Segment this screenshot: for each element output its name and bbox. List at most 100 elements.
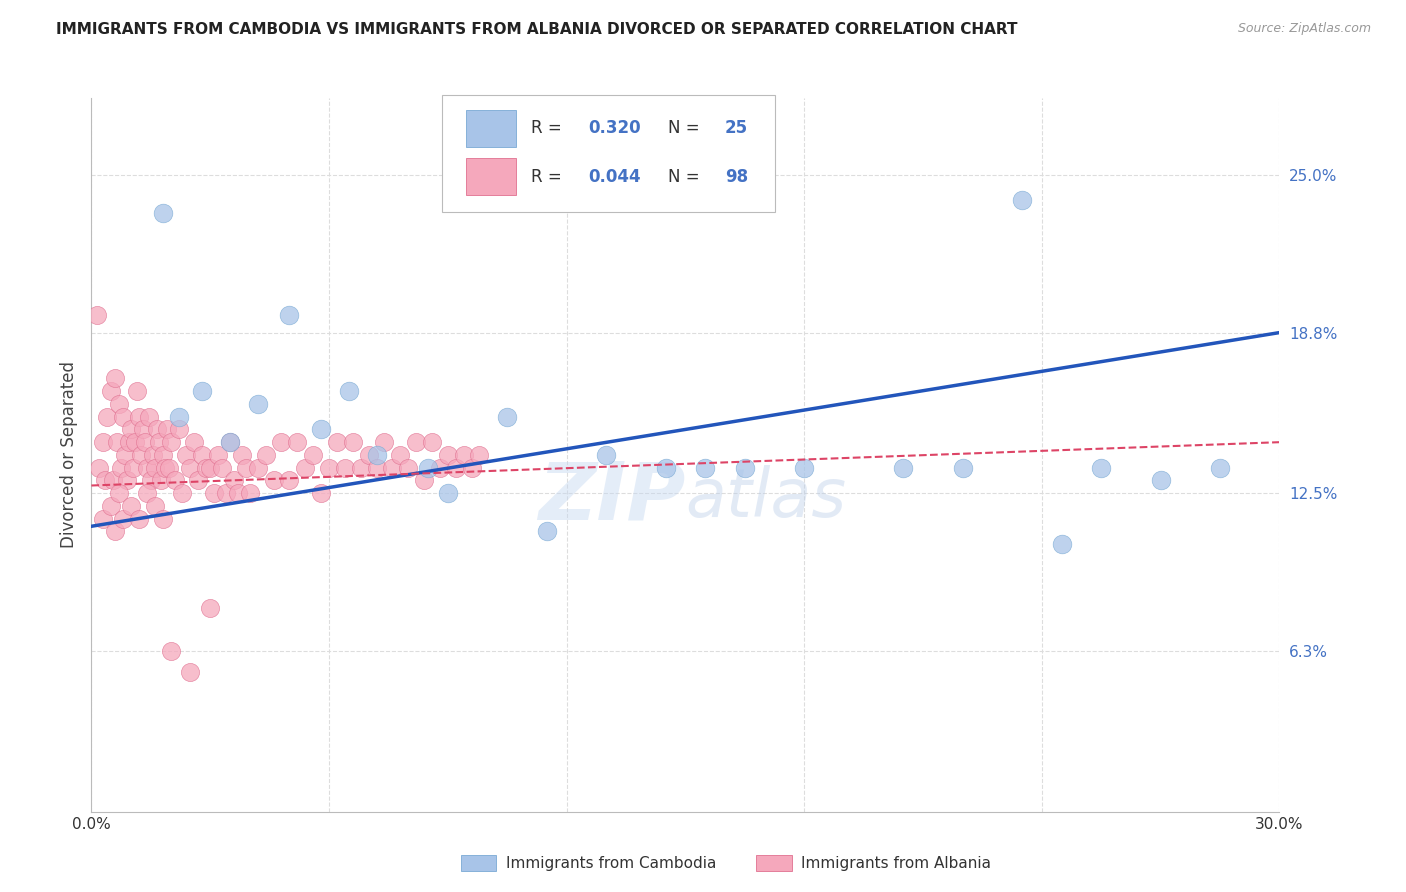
- Point: [91, 511, 114, 525]
- Point: [198, 460, 221, 475]
- Point: [453, 448, 475, 462]
- Point: [89, 460, 111, 475]
- Point: [128, 511, 150, 525]
- Point: [143, 460, 166, 475]
- Text: 0.044: 0.044: [588, 168, 641, 186]
- Text: R =: R =: [531, 120, 567, 137]
- Point: [125, 384, 148, 399]
- Point: [148, 435, 170, 450]
- Point: [183, 435, 205, 450]
- Point: [128, 409, 150, 424]
- Point: [211, 460, 233, 475]
- Point: [105, 435, 128, 450]
- Point: [100, 384, 122, 399]
- Point: [108, 397, 131, 411]
- Point: [198, 600, 221, 615]
- Text: 25: 25: [724, 120, 748, 137]
- Point: [100, 499, 122, 513]
- Point: [326, 435, 349, 450]
- Point: [202, 486, 225, 500]
- Point: [1209, 460, 1232, 475]
- Point: [138, 409, 160, 424]
- Text: Immigrants from Cambodia: Immigrants from Cambodia: [506, 856, 717, 871]
- Point: [191, 448, 214, 462]
- Point: [163, 474, 186, 488]
- Point: [429, 460, 451, 475]
- Point: [219, 435, 242, 450]
- Point: [246, 460, 269, 475]
- Text: N =: N =: [668, 168, 704, 186]
- Point: [413, 474, 436, 488]
- Text: 98: 98: [724, 168, 748, 186]
- Point: [444, 460, 467, 475]
- Point: [135, 486, 157, 500]
- Point: [302, 448, 325, 462]
- Point: [366, 460, 388, 475]
- Point: [94, 474, 117, 488]
- Point: [152, 511, 174, 525]
- Point: [149, 474, 172, 488]
- Point: [104, 371, 127, 385]
- Point: [734, 460, 756, 475]
- Point: [96, 409, 118, 424]
- Point: [195, 460, 218, 475]
- Text: Immigrants from Albania: Immigrants from Albania: [801, 856, 991, 871]
- Y-axis label: Divorced or Separated: Divorced or Separated: [59, 361, 77, 549]
- Point: [350, 460, 373, 475]
- Text: N =: N =: [668, 120, 704, 137]
- Point: [124, 435, 146, 450]
- Point: [1149, 474, 1171, 488]
- Point: [222, 474, 245, 488]
- Point: [793, 460, 815, 475]
- Point: [118, 435, 141, 450]
- Point: [172, 486, 194, 500]
- Point: [536, 524, 558, 539]
- Point: [420, 435, 443, 450]
- Point: [381, 460, 404, 475]
- Point: [129, 448, 152, 462]
- Point: [179, 665, 201, 679]
- Point: [595, 448, 617, 462]
- Point: [342, 435, 364, 450]
- Point: [254, 448, 277, 462]
- Text: R =: R =: [531, 168, 567, 186]
- Point: [91, 435, 114, 450]
- Point: [405, 435, 427, 450]
- Point: [285, 435, 308, 450]
- Point: [108, 486, 131, 500]
- Point: [891, 460, 914, 475]
- Point: [1011, 193, 1033, 207]
- Point: [179, 460, 201, 475]
- Point: [468, 448, 491, 462]
- Point: [134, 435, 156, 450]
- Point: [110, 460, 132, 475]
- Point: [159, 435, 181, 450]
- Point: [309, 486, 332, 500]
- Point: [104, 524, 127, 539]
- Point: [337, 384, 360, 399]
- Point: [1090, 460, 1112, 475]
- Point: [142, 448, 165, 462]
- Point: [1050, 537, 1073, 551]
- Text: atlas: atlas: [685, 465, 846, 531]
- Point: [278, 308, 301, 322]
- Text: ZIP: ZIP: [538, 458, 685, 537]
- FancyBboxPatch shape: [441, 95, 775, 212]
- Point: [246, 397, 269, 411]
- Point: [226, 486, 249, 500]
- Point: [263, 474, 285, 488]
- Point: [112, 409, 135, 424]
- Point: [366, 448, 388, 462]
- Point: [357, 448, 380, 462]
- Text: IMMIGRANTS FROM CAMBODIA VS IMMIGRANTS FROM ALBANIA DIVORCED OR SEPARATED CORREL: IMMIGRANTS FROM CAMBODIA VS IMMIGRANTS F…: [56, 22, 1018, 37]
- Point: [695, 460, 717, 475]
- Point: [152, 206, 174, 220]
- Point: [389, 448, 412, 462]
- Point: [270, 435, 292, 450]
- Point: [143, 499, 166, 513]
- Point: [101, 474, 124, 488]
- Point: [239, 486, 262, 500]
- Point: [333, 460, 356, 475]
- Point: [309, 422, 332, 436]
- Point: [396, 460, 419, 475]
